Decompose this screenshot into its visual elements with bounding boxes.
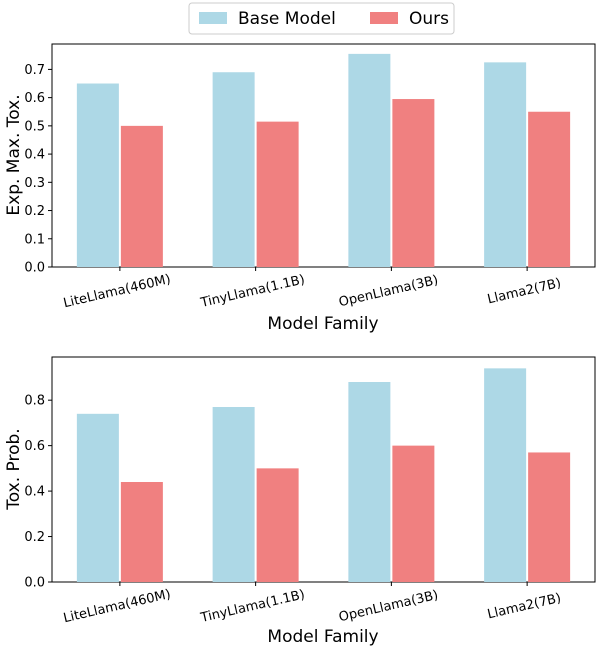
x-ticks: LiteLlama(460M) TinyLlama(1.1B) OpenLlama(… (62, 267, 563, 311)
y-tick-label: 0.1 (24, 232, 45, 247)
y-tick-label: 0.2 (24, 530, 45, 545)
y-axis-title: Tox. Prob. (4, 428, 24, 510)
y-tick-label: 0.4 (24, 148, 45, 163)
bar-base-model-litellama-460m (76, 413, 119, 582)
bar-ours-llama2-7b (528, 111, 571, 268)
bar-base-model-llama2-7b (484, 62, 527, 268)
x-tick-label: TinyLlama(1.1B) (198, 272, 306, 311)
x-tick-label: TinyLlama(1.1B) (198, 587, 306, 626)
y-ticks: 0.0 0.2 0.4 0.6 0.8 (24, 394, 52, 591)
bar-ours-litellama-460m (120, 482, 163, 582)
bars (76, 368, 571, 582)
bar-base-model-openllama-3b (348, 382, 391, 582)
bar-ours-openllama-3b (392, 99, 435, 267)
y-tick-label: 0.7 (24, 63, 45, 78)
bar-ours-llama2-7b (528, 452, 571, 582)
x-tick-label: OpenLlama(3B) (337, 273, 439, 310)
bar-ours-openllama-3b (392, 445, 435, 582)
bar-ours-litellama-460m (120, 125, 163, 268)
legend-frame (188, 2, 455, 35)
y-tick-label: 0.2 (24, 204, 45, 219)
y-tick-label: 0.5 (24, 119, 45, 134)
y-tick-label: 0.4 (24, 485, 45, 500)
y-axis-title: Exp. Max. Tox. (4, 94, 24, 215)
chart-exp-max-tox: 0.0 0.1 0.2 0.3 0.4 0.5 0.6 0.7 LiteLlama(460M)… (4, 43, 596, 334)
y-tick-label: 0.0 (24, 261, 45, 276)
bar-base-model-litellama-460m (76, 83, 119, 268)
bar-base-model-tinyllama-1-1b (212, 407, 255, 582)
bar-ours-tinyllama-1-1b (256, 121, 299, 267)
x-tick-label: LiteLlama(460M) (62, 587, 172, 626)
x-tick-label: OpenLlama(3B) (337, 588, 439, 625)
legend-label-base-model: Base Model (238, 9, 336, 29)
plot-area-frame (51, 43, 596, 268)
bars (76, 53, 571, 268)
legend-swatch-ours (370, 12, 398, 24)
bar-base-model-llama2-7b (484, 368, 527, 582)
bar-ours-tinyllama-1-1b (256, 468, 299, 582)
legend-label-ours: Ours (409, 9, 449, 29)
legend: Base Model Ours (188, 2, 455, 35)
y-tick-label: 0.6 (24, 439, 45, 454)
chart-tox-prob: 0.0 0.2 0.4 0.6 0.8 LiteLlama(460M) TinyLlama… (4, 356, 596, 647)
plot-area-frame (51, 356, 596, 583)
y-tick-label: 0.3 (24, 176, 45, 191)
y-tick-label: 0.0 (24, 576, 45, 591)
x-ticks: LiteLlama(460M) TinyLlama(1.1B) OpenLlama(… (62, 582, 563, 626)
legend-swatch-base-model (199, 12, 227, 24)
x-axis-title: Model Family (267, 314, 378, 334)
y-tick-label: 0.6 (24, 91, 45, 106)
x-tick-label: LiteLlama(460M) (62, 272, 172, 311)
y-ticks: 0.0 0.1 0.2 0.3 0.4 0.5 0.6 0.7 (24, 63, 52, 276)
bar-base-model-openllama-3b (348, 53, 391, 267)
x-tick-label: Llama2(7B) (486, 591, 563, 623)
x-tick-label: Llama2(7B) (486, 276, 563, 308)
bar-base-model-tinyllama-1-1b (212, 72, 255, 268)
y-tick-label: 0.8 (24, 394, 45, 409)
x-axis-title: Model Family (267, 627, 378, 647)
